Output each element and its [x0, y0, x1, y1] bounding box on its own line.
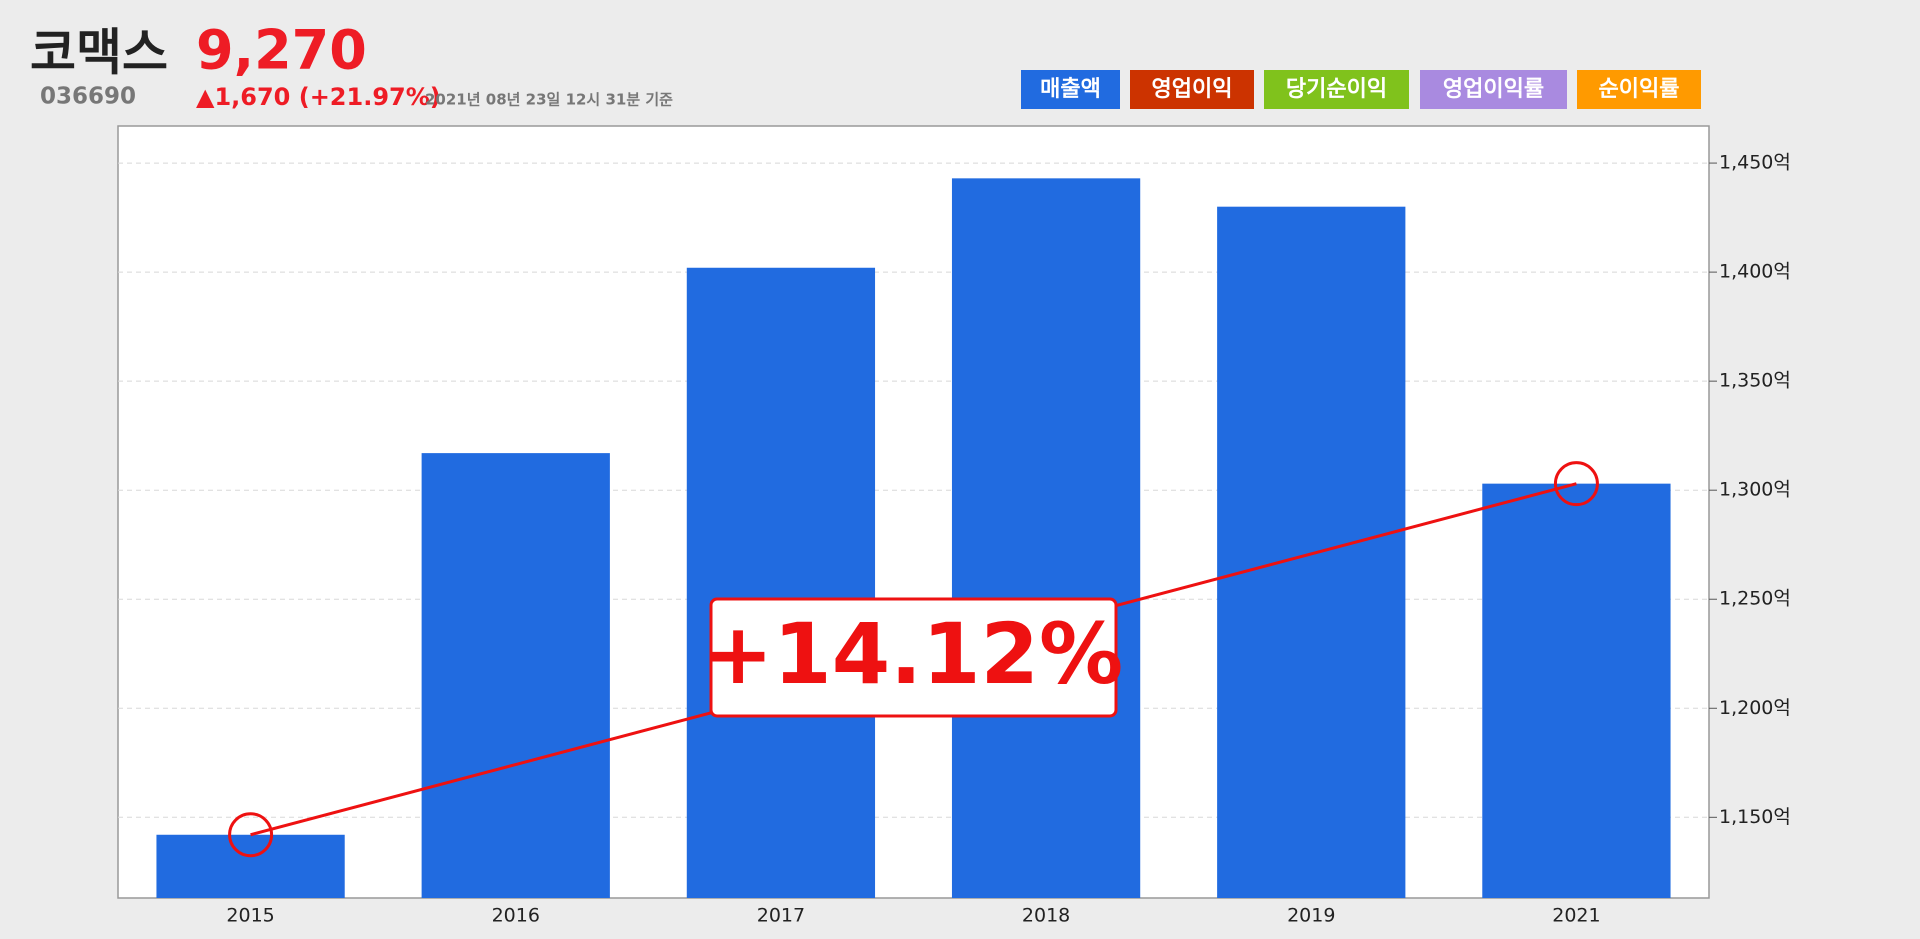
x-tick-label: 2015 — [226, 905, 274, 927]
price-change: ▲1,670 (+21.97%) — [196, 83, 441, 111]
y-tick-label: 1,300억 — [1719, 479, 1791, 501]
x-tick-label: 2016 — [492, 905, 540, 927]
x-tick-label: 2021 — [1552, 905, 1600, 927]
x-tick-label: 2017 — [757, 905, 805, 927]
stock-code: 036690 — [40, 84, 136, 110]
annotation: +14.12% — [703, 605, 1123, 703]
annotation-box — [709, 597, 1118, 718]
y-tick-label: 1,200억 — [1719, 697, 1791, 719]
tab-label[interactable]: 당기순이익 — [1286, 77, 1387, 102]
tab-bg[interactable] — [1264, 70, 1409, 109]
tab-label[interactable]: 영업이익 — [1152, 77, 1233, 102]
y-tick-label: 1,400억 — [1719, 261, 1791, 283]
tab-bg[interactable] — [1420, 70, 1567, 109]
y-tick-label: 1,250억 — [1719, 588, 1791, 610]
trend-point — [228, 812, 274, 858]
tab-label[interactable]: 순이익률 — [1599, 77, 1680, 102]
bar — [1482, 483, 1671, 898]
tab-bg[interactable] — [1021, 70, 1120, 109]
bar — [951, 178, 1141, 898]
tab-label[interactable]: 영업이익률 — [1443, 77, 1544, 102]
tab-label[interactable]: 매출액 — [1040, 77, 1101, 102]
x-tick-label: 2018 — [1022, 905, 1070, 927]
stock-price: 9,270 — [196, 19, 367, 82]
tab-bg[interactable] — [1577, 70, 1701, 109]
tab[interactable]: 영업이익률 — [1420, 70, 1567, 109]
y-tick-label: 1,350억 — [1719, 370, 1791, 392]
timestamp: 2021년 08년 23일 12시 31분 기준 — [425, 91, 673, 109]
plot-area — [117, 125, 1710, 899]
tab[interactable]: 당기순이익 — [1264, 70, 1409, 109]
trend-point — [1553, 461, 1599, 507]
x-tick-label: 2019 — [1287, 905, 1335, 927]
tab[interactable]: 영업이익 — [1130, 70, 1254, 109]
bar — [686, 267, 876, 898]
bar — [421, 453, 610, 898]
tab[interactable]: 매출액 — [1021, 70, 1120, 109]
bar — [156, 834, 345, 898]
y-tick-label: 1,150억 — [1719, 806, 1791, 828]
tab[interactable]: 순이익률 — [1577, 70, 1701, 109]
y-tick-label: 1,450억 — [1719, 152, 1791, 174]
stock-name: 코맥스 — [30, 24, 168, 82]
tab-bg[interactable] — [1130, 70, 1254, 109]
